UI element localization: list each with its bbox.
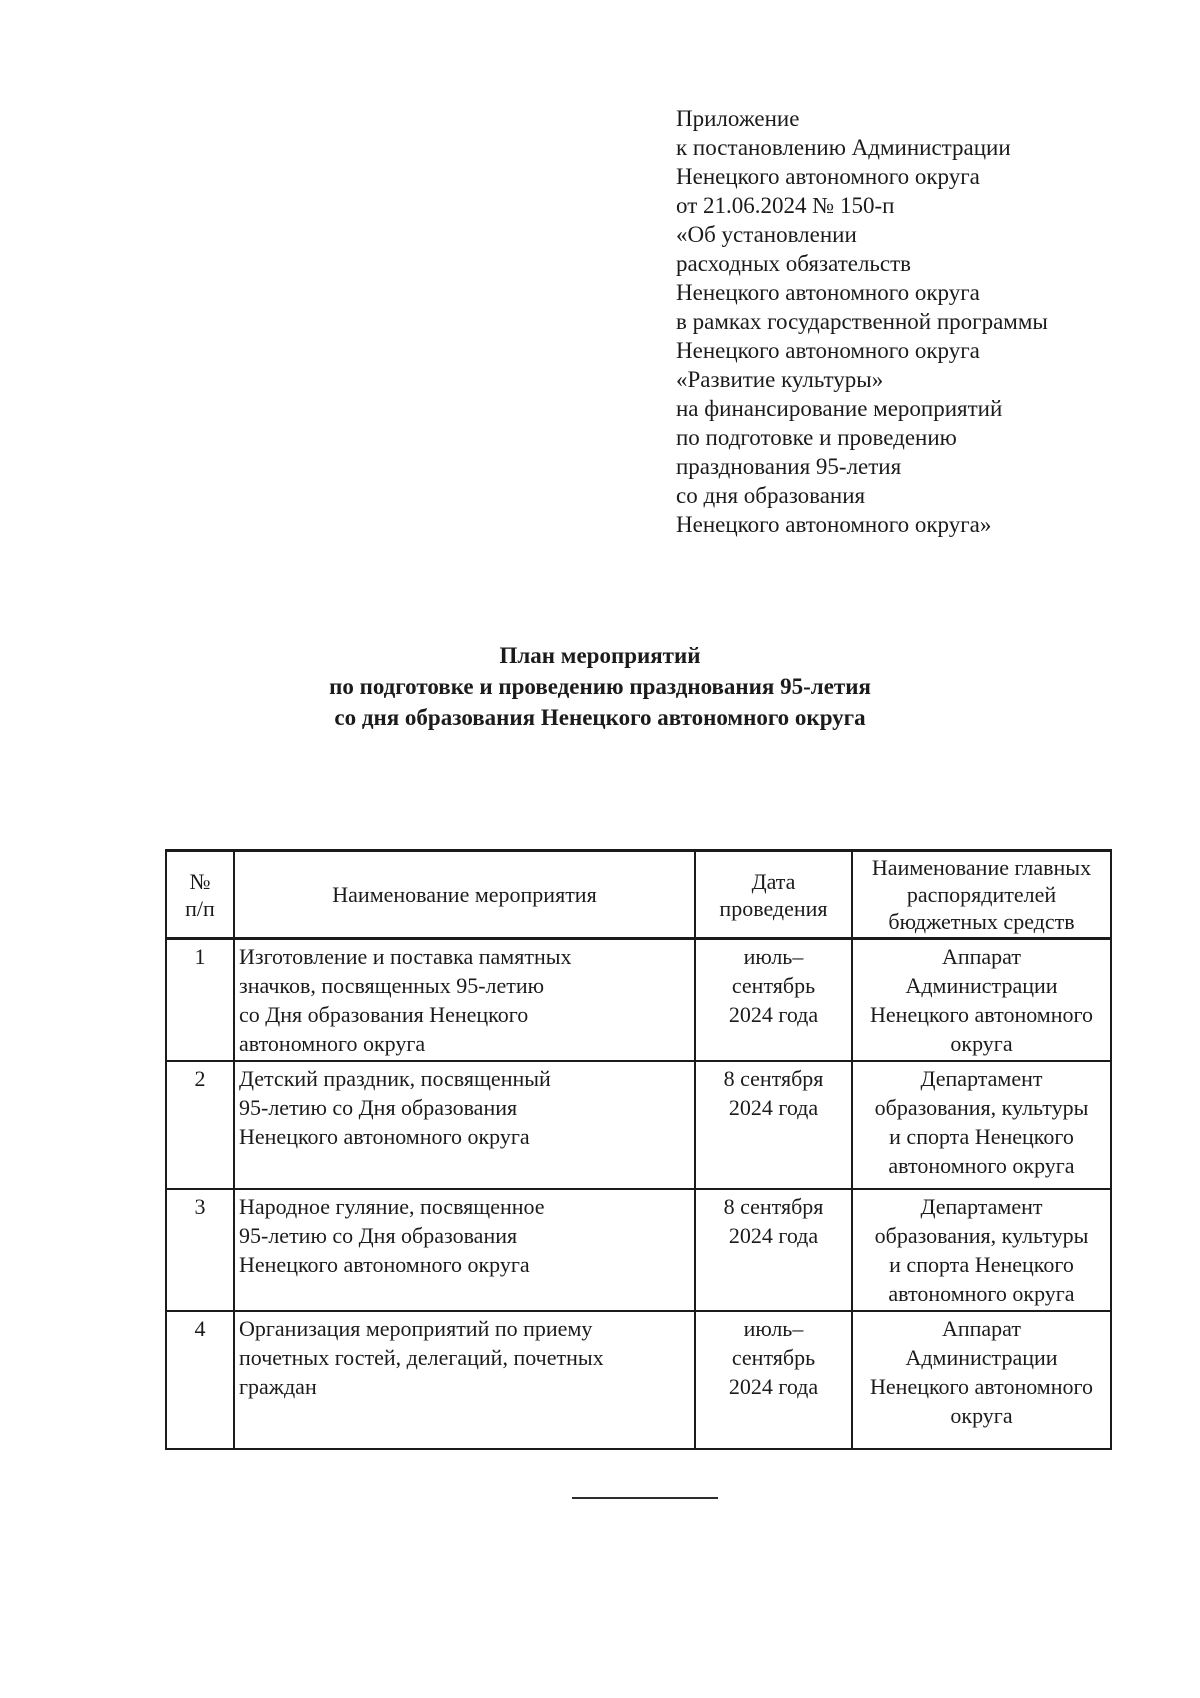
appendix-reference-block: Приложение к постановлению Администрации… (676, 106, 1048, 537)
table-header-row: № п/п Наименование мероприятия Дата пров… (165, 849, 1112, 940)
table-row: 4 Организация мероприятий по приему поче… (165, 1310, 1112, 1450)
col-header-budget-authority: Наименование главных распорядителей бюдж… (851, 849, 1112, 940)
table-row: 2 Детский праздник, посвященный 95-летию… (165, 1060, 1112, 1190)
row-number-cell: 4 (165, 1310, 235, 1450)
row-number-cell: 2 (165, 1060, 235, 1190)
table-row: 1 Изготовление и поставка памятных значк… (165, 937, 1112, 1062)
col-header-event-name: Наименование мероприятия (233, 849, 696, 940)
document-title: План мероприятий по подготовке и проведе… (329, 643, 871, 730)
row-number-cell: 1 (165, 937, 235, 1062)
authority-cell: Аппарат Администрации Ненецкого автономн… (851, 1310, 1112, 1450)
authority-cell: Департамент образования, культуры и спор… (851, 1060, 1112, 1190)
authority-cell: Департамент образования, культуры и спор… (851, 1188, 1112, 1312)
event-date-cell: 8 сентября 2024 года (694, 1188, 853, 1312)
event-date-cell: июль– сентябрь 2024 года (694, 1310, 853, 1450)
event-name-cell: Организация мероприятий по приему почетн… (233, 1310, 696, 1450)
row-number-cell: 3 (165, 1188, 235, 1312)
event-name-cell: Детский праздник, посвященный 95-летию с… (233, 1060, 696, 1190)
signature-separator-line (572, 1497, 718, 1499)
event-name-cell: Народное гуляние, посвященное 95-летию с… (233, 1188, 696, 1312)
authority-cell: Аппарат Администрации Ненецкого автономн… (851, 937, 1112, 1062)
events-plan-table: № п/п Наименование мероприятия Дата пров… (165, 849, 1112, 1450)
event-date-cell: 8 сентября 2024 года (694, 1060, 853, 1190)
col-header-date: Дата проведения (694, 849, 853, 940)
event-date-cell: июль– сентябрь 2024 года (694, 937, 853, 1062)
event-name-cell: Изготовление и поставка памятных значков… (233, 937, 696, 1062)
col-header-number: № п/п (165, 849, 235, 940)
table-row: 3 Народное гуляние, посвященное 95-летию… (165, 1188, 1112, 1312)
